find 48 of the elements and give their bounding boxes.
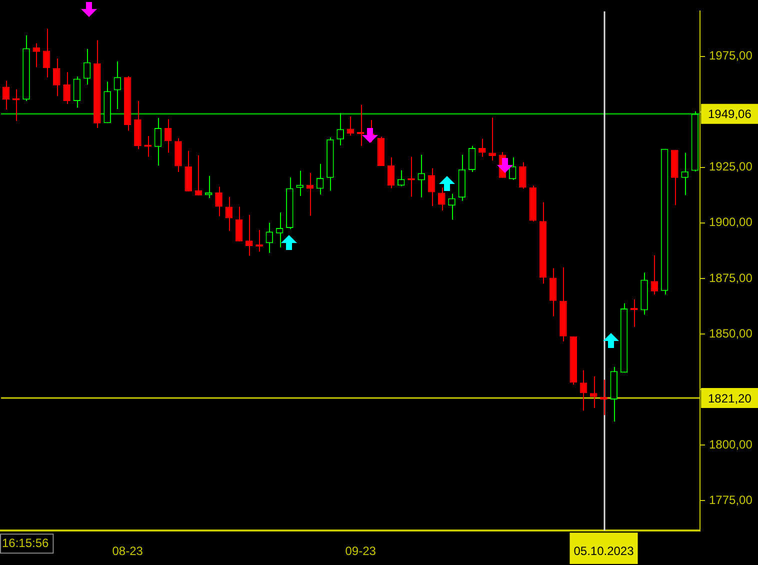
candlestick — [2, 80, 10, 110]
candlestick — [246, 214, 253, 256]
y-tick-label: 1800,00 — [709, 437, 753, 452]
candlestick — [174, 138, 182, 173]
y-tick-label: 1975,00 — [709, 48, 753, 63]
candlestick — [235, 206, 243, 242]
candlestick — [549, 268, 557, 317]
x-tick-label: 05.10.2023 — [574, 544, 634, 558]
candlestick — [590, 376, 598, 408]
y-tick-label: 1900,00 — [709, 215, 753, 230]
candlestick — [428, 168, 436, 207]
candlestick — [508, 156, 516, 180]
candlestick — [32, 42, 40, 68]
candlestick — [42, 28, 50, 78]
y-tick-label: 1850,00 — [709, 326, 753, 340]
candlestick — [488, 117, 496, 161]
candlestick — [194, 154, 202, 196]
candlestick — [346, 116, 354, 136]
candlestick — [256, 230, 263, 252]
candlestick — [276, 212, 284, 248]
candlestick — [630, 299, 638, 328]
candlestick — [580, 370, 588, 412]
candlestick — [650, 254, 658, 295]
candlestick — [215, 186, 222, 217]
ref-line-label: 1949,06 — [708, 107, 752, 122]
candlestick — [63, 72, 70, 105]
candlestick — [356, 104, 364, 146]
ref-line-label: 1821,20 — [708, 391, 752, 406]
candlestick — [387, 156, 395, 189]
x-tick-label: 09-23 — [345, 544, 376, 558]
candlestick — [184, 150, 192, 192]
candlestick — [478, 138, 486, 158]
x-tick-label: 08-23 — [112, 544, 144, 558]
candlestick — [418, 154, 426, 198]
candlestick — [83, 48, 91, 86]
candlestick — [73, 76, 81, 108]
candlestick — [154, 117, 162, 166]
y-tick-label: 1775,00 — [709, 492, 753, 507]
candlestick — [296, 170, 304, 197]
candlestick — [53, 58, 60, 97]
candlestick — [681, 152, 688, 196]
y-tick-label: 1925,00 — [709, 160, 753, 174]
candlestick — [519, 162, 526, 190]
y-tick-label: 1875,00 — [709, 270, 753, 285]
candlestick — [164, 118, 172, 154]
candlestick — [114, 60, 122, 110]
candlestick — [468, 145, 476, 173]
text: 16:15:56 — [2, 536, 50, 550]
